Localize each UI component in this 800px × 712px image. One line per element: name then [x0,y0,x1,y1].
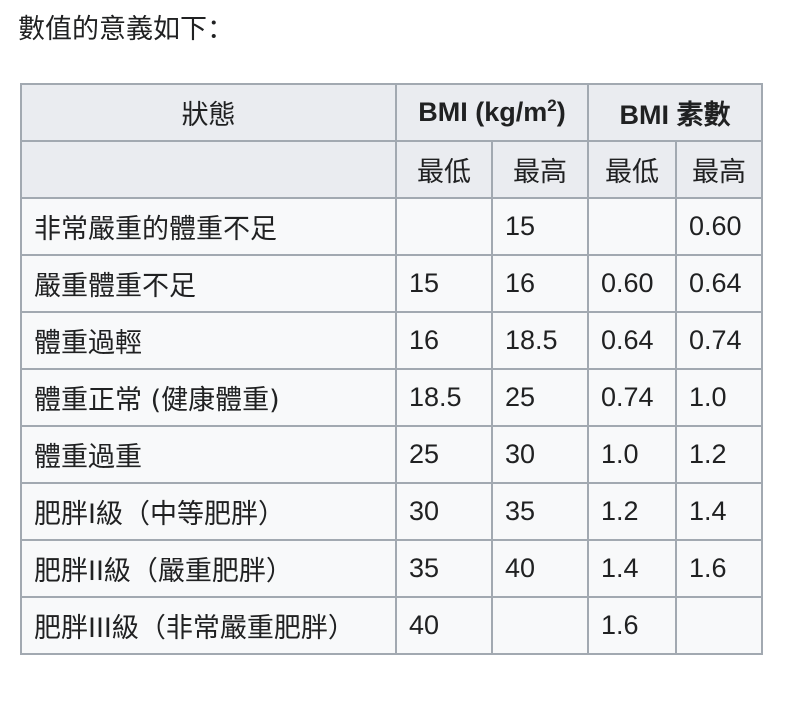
header-bmi-min: 最低 [395,140,493,199]
table-row: 肥胖I級（中等肥胖） 30 35 1.2 1.4 [20,482,763,541]
cell-state: 體重過重 [20,425,397,484]
bmi-classification-table: 狀態 BMI (kg/m2) BMI 素數 最低 最高 最低 最高 非常嚴重的體… [20,83,763,655]
cell-prime-max: 0.60 [675,197,763,256]
table-row: 體重過輕 16 18.5 0.64 0.74 [20,311,763,370]
cell-bmi-max [491,596,589,655]
cell-prime-min: 0.60 [587,254,677,313]
cell-bmi-max: 16 [491,254,589,313]
cell-prime-min: 1.6 [587,596,677,655]
cell-bmi-max: 18.5 [491,311,589,370]
cell-prime-max: 1.6 [675,539,763,598]
table-row: 體重過重 25 30 1.0 1.2 [20,425,763,484]
cell-prime-max [675,596,763,655]
cell-state: 嚴重體重不足 [20,254,397,313]
cell-bmi-min: 15 [395,254,493,313]
header-prime-group: BMI 素數 [587,83,763,142]
cell-bmi-max: 30 [491,425,589,484]
cell-bmi-min: 18.5 [395,368,493,427]
cell-bmi-min: 35 [395,539,493,598]
cell-bmi-min [395,197,493,256]
cell-bmi-min: 16 [395,311,493,370]
cell-prime-max: 0.64 [675,254,763,313]
header-bmi-max: 最高 [491,140,589,199]
table-row: 肥胖III級（非常嚴重肥胖） 40 1.6 [20,596,763,655]
cell-bmi-max: 40 [491,539,589,598]
header-state: 狀態 [20,83,397,142]
table-row: 體重正常 (健康體重) 18.5 25 0.74 1.0 [20,368,763,427]
cell-bmi-max: 15 [491,197,589,256]
header-row-2: 最低 最高 最低 最高 [20,140,763,199]
cell-prime-min [587,197,677,256]
cell-bmi-max: 25 [491,368,589,427]
cell-prime-min: 0.64 [587,311,677,370]
cell-state: 體重過輕 [20,311,397,370]
cell-prime-max: 1.0 [675,368,763,427]
cell-state: 肥胖I級（中等肥胖） [20,482,397,541]
cell-prime-max: 1.2 [675,425,763,484]
cell-state: 非常嚴重的體重不足 [20,197,397,256]
cell-prime-min: 1.4 [587,539,677,598]
table-row: 肥胖II級（嚴重肥胖） 35 40 1.4 1.6 [20,539,763,598]
cell-state: 肥胖III級（非常嚴重肥胖） [20,596,397,655]
cell-prime-min: 1.0 [587,425,677,484]
header-state-spacer [20,140,397,199]
cell-prime-min: 1.2 [587,482,677,541]
cell-bmi-min: 30 [395,482,493,541]
cell-bmi-min: 25 [395,425,493,484]
cell-bmi-max: 35 [491,482,589,541]
header-bmi-sup: 2 [547,96,557,115]
intro-text: 數值的意義如下： [18,14,234,45]
header-prime-min: 最低 [587,140,677,199]
cell-state: 體重正常 (健康體重) [20,368,397,427]
cell-bmi-min: 40 [395,596,493,655]
header-bmi-suffix: ) [556,97,566,127]
cell-prime-min: 0.74 [587,368,677,427]
cell-prime-max: 1.4 [675,482,763,541]
header-bmi-prefix: BMI (kg/m [418,97,548,127]
table-row: 非常嚴重的體重不足 15 0.60 [20,197,763,256]
header-row-1: 狀態 BMI (kg/m2) BMI 素數 [20,83,763,142]
table-row: 嚴重體重不足 15 16 0.60 0.64 [20,254,763,313]
header-bmi-group: BMI (kg/m2) [395,83,589,142]
header-prime-max: 最高 [675,140,763,199]
cell-prime-max: 0.74 [675,311,763,370]
cell-state: 肥胖II級（嚴重肥胖） [20,539,397,598]
